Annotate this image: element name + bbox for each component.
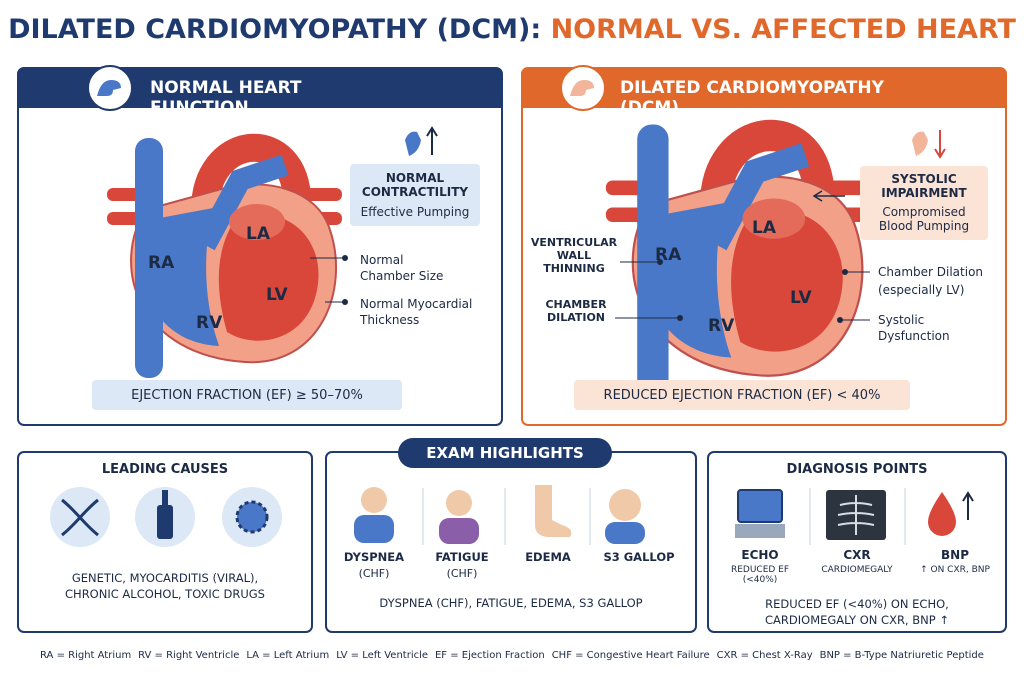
chamber-label: RV bbox=[196, 313, 223, 333]
callout-subtitle: Compromised Blood Pumping bbox=[878, 205, 970, 233]
chamber-label: RA bbox=[148, 253, 175, 273]
chamber-label: RA bbox=[655, 245, 682, 265]
sign-sub: (CHF) bbox=[358, 567, 390, 580]
legend-item: CXR = Chest X-Ray bbox=[716, 650, 813, 661]
annotation: Normal Myocardial Thickness bbox=[360, 297, 473, 327]
annotation: CHAMBER DILATION bbox=[545, 298, 607, 324]
callout-title: SYSTOLIC IMPAIRMENT bbox=[881, 172, 967, 200]
icon-foot bbox=[535, 485, 572, 537]
chamber-label: LA bbox=[246, 224, 270, 244]
sign-label: EDEMA bbox=[525, 550, 571, 564]
dx-label: BNP bbox=[941, 548, 969, 562]
chamber-label: LV bbox=[266, 285, 288, 305]
dx-sub: CARDIOMEGALY bbox=[821, 565, 893, 575]
exam-pill bbox=[398, 438, 612, 468]
legend-item: BNP = B-Type Natriuretic Peptide bbox=[819, 650, 984, 661]
icon-person bbox=[609, 489, 641, 521]
annotation: Chamber Dilation bbox=[878, 265, 984, 279]
dx-sub: ↑ ON CXR, BNP bbox=[920, 565, 990, 575]
section-title: EXAM HIGHLIGHTS bbox=[426, 444, 584, 462]
icon bbox=[97, 80, 121, 96]
annotation: Systolic Dysfunction bbox=[878, 313, 950, 343]
legend-item: EF = Ejection Fraction bbox=[434, 650, 545, 661]
legend-item: LA = Left Atrium bbox=[246, 650, 330, 661]
arrow bbox=[426, 126, 438, 155]
icon bbox=[912, 131, 928, 156]
sign-sub: (CHF) bbox=[446, 567, 478, 580]
title: DILATED CARDIOMYOPATHY (DCM): NORMAL VS.… bbox=[0, 14, 1024, 45]
footer: REDUCED EJECTION FRACTION (EF) < 40% bbox=[603, 388, 881, 403]
footer-box bbox=[92, 380, 402, 410]
heart-dcm bbox=[606, 125, 869, 394]
sign-label: DYSPNEA bbox=[343, 550, 405, 564]
sign-label: FATIGUE bbox=[435, 550, 489, 564]
legend-item: RA = Right Atrium bbox=[40, 650, 132, 661]
chamber-label: RV bbox=[708, 316, 735, 336]
panel-title: NORMAL HEART FUNCTION bbox=[150, 78, 302, 118]
panel-header bbox=[522, 68, 1006, 108]
box-text: REDUCED EF (<40%) ON ECHO, CARDIOMEGALY … bbox=[765, 597, 949, 627]
callout-box bbox=[860, 166, 988, 240]
icon-drop bbox=[928, 492, 956, 536]
dx-label: CXR bbox=[843, 548, 871, 562]
title-part: NORMAL VS. AFFECTED HEART bbox=[550, 14, 1016, 45]
legend: RA = Right Atrium RV = Right Ventricle LA … bbox=[40, 650, 984, 661]
dx-sub: REDUCED EF (<40%) bbox=[730, 565, 790, 585]
annotation: VENTRICULAR WALL THINNING bbox=[530, 236, 618, 275]
footer: EJECTION FRACTION (EF) ≥ 50–70% bbox=[131, 388, 363, 403]
arrow bbox=[812, 190, 845, 202]
icon-echo bbox=[737, 489, 783, 523]
box-title: LEADING CAUSES bbox=[101, 462, 229, 477]
footer-box bbox=[574, 380, 910, 410]
chamber-label: LA bbox=[752, 218, 776, 238]
legend-item: RV = Right Ventricle bbox=[138, 650, 240, 661]
icon-person bbox=[361, 487, 387, 513]
icon bbox=[405, 131, 421, 156]
heart-normal bbox=[107, 138, 342, 378]
panel-header bbox=[18, 68, 502, 108]
sign-label: S3 GALLOP bbox=[603, 550, 675, 564]
legend-item: LV = Left Ventricle bbox=[336, 650, 429, 661]
annotation-sub: (especially LV) bbox=[878, 283, 965, 297]
box-text: DYSPNEA (CHF), FATIGUE, EDEMA, S3 GALLOP bbox=[379, 596, 643, 610]
icon-person bbox=[446, 490, 472, 516]
icon bbox=[570, 80, 594, 96]
dx-label: ECHO bbox=[741, 548, 779, 562]
legend-item: CHF = Congestive Heart Failure bbox=[551, 650, 710, 661]
box-title: DIAGNOSIS POINTS bbox=[786, 462, 928, 477]
chamber-label: LV bbox=[790, 288, 812, 308]
arrow bbox=[962, 491, 974, 520]
panel-title: DILATED CARDIOMYOPATHY (DCM) bbox=[620, 78, 884, 118]
callout-title: NORMAL CONTRACTILITY bbox=[361, 171, 469, 199]
callout-subtitle: Effective Pumping bbox=[360, 205, 470, 219]
callout-box bbox=[350, 164, 480, 226]
arrow bbox=[934, 130, 946, 159]
box-text: GENETIC, MYOCARDITIS (VIRAL), CHRONIC AL… bbox=[65, 571, 265, 601]
annotation: Normal Chamber Size bbox=[360, 253, 444, 283]
title-part: DILATED CARDIOMYOPATHY (DCM): bbox=[8, 14, 542, 45]
